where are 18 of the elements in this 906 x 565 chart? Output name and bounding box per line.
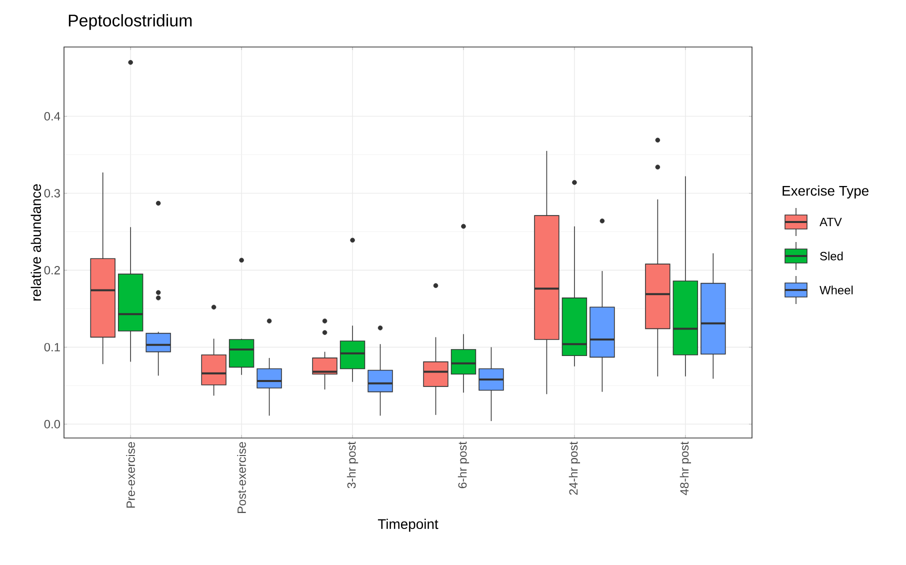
x-tick-label: 6-hr post xyxy=(458,442,470,488)
legend-title: Exercise Type xyxy=(782,185,869,198)
legend-label: Sled xyxy=(820,252,843,260)
legend-label: ATV xyxy=(820,218,842,226)
y-tick-label: 0.4 xyxy=(44,112,60,120)
x-axis-title: Timepoint xyxy=(378,518,438,532)
y-tick-label: 0.0 xyxy=(44,420,60,428)
y-axis-title: relative abundance xyxy=(30,184,42,301)
x-tick-label: 24-hr post xyxy=(568,442,580,495)
y-tick-label: 0.1 xyxy=(44,342,60,352)
x-tick-label: Post-exercise xyxy=(237,442,246,513)
y-tick-label: 0.3 xyxy=(44,189,60,198)
y-tick-label: 0.2 xyxy=(44,266,60,274)
x-tick-label: 3-hr post xyxy=(346,442,358,488)
chart-title: Peptoclostridium xyxy=(68,14,192,30)
x-tick-label: Pre-exercise xyxy=(126,442,135,508)
x-tick-label: 48-hr post xyxy=(680,442,691,496)
legend-label: Wheel xyxy=(820,286,853,294)
